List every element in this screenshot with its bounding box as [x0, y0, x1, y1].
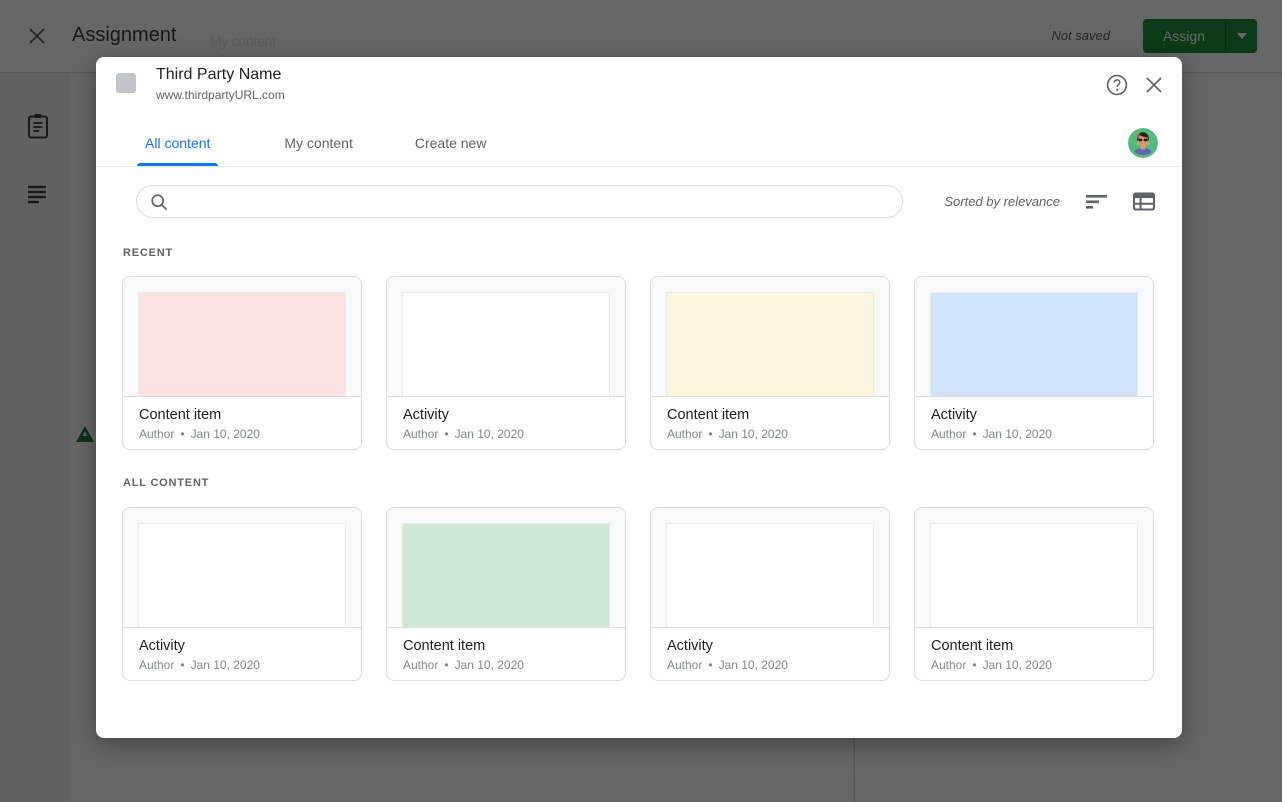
- card-thumbnail: [123, 508, 361, 628]
- card-title: Content item: [931, 638, 1014, 654]
- provider-name: Third Party Name: [156, 66, 282, 83]
- card-meta: Author • Jan 10, 2020: [667, 658, 788, 672]
- card-meta: Author • Jan 10, 2020: [139, 427, 260, 441]
- tab-my-content[interactable]: My content: [284, 135, 353, 151]
- content-card[interactable]: Content item Author • Jan 10, 2020: [650, 276, 890, 450]
- content-card[interactable]: Activity Author • Jan 10, 2020: [650, 507, 890, 681]
- card-meta: Author • Jan 10, 2020: [403, 658, 524, 672]
- content-card[interactable]: Content item Author • Jan 10, 2020: [386, 507, 626, 681]
- card-meta: Author • Jan 10, 2020: [931, 658, 1052, 672]
- card-title: Activity: [139, 638, 185, 654]
- table-view-icon[interactable]: [1133, 192, 1155, 211]
- picker-tabs: All content My content Create new: [96, 120, 1182, 167]
- card-meta: Author • Jan 10, 2020: [139, 658, 260, 672]
- card-meta: Author • Jan 10, 2020: [667, 427, 788, 441]
- tab-create-new[interactable]: Create new: [414, 135, 487, 151]
- help-icon[interactable]: [1106, 74, 1128, 96]
- card-thumbnail: [915, 277, 1153, 397]
- picker-header: Third Party Name www.thirdpartyURL.com: [96, 57, 1182, 120]
- third-party-picker-dialog: Third Party Name www.thirdpartyURL.com A…: [96, 57, 1182, 738]
- card-thumbnail: [651, 508, 889, 628]
- recent-cards-row: Content item Author • Jan 10, 2020 Activit…: [122, 276, 1154, 450]
- content-card[interactable]: Activity Author • Jan 10, 2020: [386, 276, 626, 450]
- list-controls: Sorted by relevance: [944, 188, 1155, 215]
- content-card[interactable]: Activity Author • Jan 10, 2020: [914, 276, 1154, 450]
- card-title: Activity: [403, 407, 449, 423]
- section-label-all-content: ALL CONTENT: [123, 477, 210, 489]
- card-title: Activity: [667, 638, 713, 654]
- sort-status-label: Sorted by relevance: [944, 194, 1060, 209]
- card-title: Activity: [931, 407, 977, 423]
- close-dialog-icon[interactable]: [1145, 76, 1163, 94]
- card-thumbnail: [387, 508, 625, 628]
- content-card[interactable]: Content item Author • Jan 10, 2020: [914, 507, 1154, 681]
- provider-logo: [116, 73, 136, 93]
- provider-url: www.thirdpartyURL.com: [156, 88, 285, 102]
- card-meta: Author • Jan 10, 2020: [403, 427, 524, 441]
- sort-icon[interactable]: [1086, 194, 1107, 209]
- card-title: Content item: [667, 407, 750, 423]
- avatar[interactable]: [1128, 128, 1158, 158]
- search-icon: [151, 193, 168, 210]
- card-title: Content item: [403, 638, 486, 654]
- search-input[interactable]: [177, 186, 902, 217]
- card-thumbnail: [915, 508, 1153, 628]
- content-card[interactable]: Content item Author • Jan 10, 2020: [122, 276, 362, 450]
- section-label-recent: RECENT: [123, 247, 174, 259]
- card-title: Content item: [139, 407, 222, 423]
- search-bar[interactable]: [136, 185, 903, 218]
- all-content-cards-row: Activity Author • Jan 10, 2020 Content ite…: [122, 507, 1154, 681]
- tab-all-content[interactable]: All content: [137, 120, 219, 166]
- card-thumbnail: [123, 277, 361, 397]
- card-thumbnail: [387, 277, 625, 397]
- card-thumbnail: [651, 277, 889, 397]
- card-meta: Author • Jan 10, 2020: [931, 427, 1052, 441]
- content-card[interactable]: Activity Author • Jan 10, 2020: [122, 507, 362, 681]
